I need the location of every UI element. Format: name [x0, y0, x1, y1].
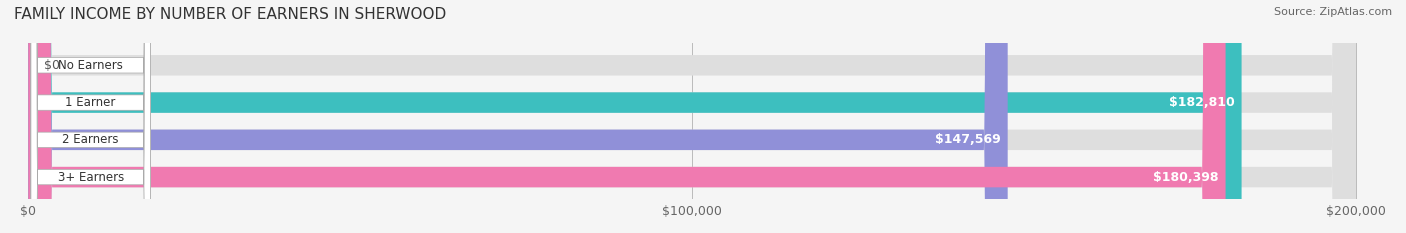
- Text: 3+ Earners: 3+ Earners: [58, 171, 124, 184]
- FancyBboxPatch shape: [28, 0, 1226, 233]
- Text: $147,569: $147,569: [935, 133, 1001, 146]
- FancyBboxPatch shape: [31, 0, 150, 233]
- FancyBboxPatch shape: [28, 0, 1355, 233]
- Text: 1 Earner: 1 Earner: [66, 96, 115, 109]
- Text: Source: ZipAtlas.com: Source: ZipAtlas.com: [1274, 7, 1392, 17]
- Text: $182,810: $182,810: [1170, 96, 1234, 109]
- Text: 2 Earners: 2 Earners: [62, 133, 120, 146]
- FancyBboxPatch shape: [31, 0, 150, 233]
- FancyBboxPatch shape: [31, 0, 150, 233]
- FancyBboxPatch shape: [31, 0, 150, 233]
- Text: $180,398: $180,398: [1153, 171, 1219, 184]
- FancyBboxPatch shape: [28, 0, 1241, 233]
- Text: $0: $0: [44, 59, 60, 72]
- FancyBboxPatch shape: [28, 0, 1355, 233]
- FancyBboxPatch shape: [28, 0, 1355, 233]
- Text: FAMILY INCOME BY NUMBER OF EARNERS IN SHERWOOD: FAMILY INCOME BY NUMBER OF EARNERS IN SH…: [14, 7, 446, 22]
- Text: No Earners: No Earners: [58, 59, 124, 72]
- FancyBboxPatch shape: [28, 0, 1008, 233]
- FancyBboxPatch shape: [28, 0, 1355, 233]
